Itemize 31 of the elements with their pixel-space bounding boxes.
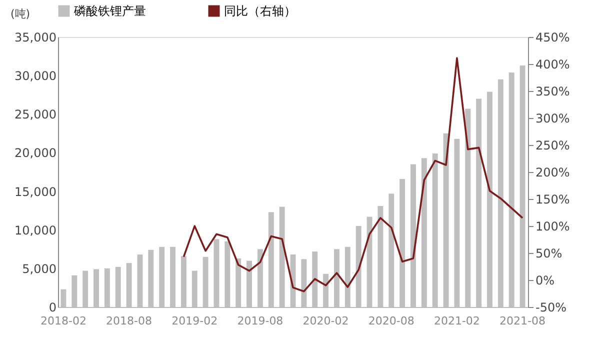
y-tick-label: 30,000 [14,69,56,84]
y-tick-label: 20,000 [14,146,56,160]
y2-tick-label: 450% [536,30,570,44]
y2-tick-label: 50% [536,246,562,260]
y2-tick-label: 0% [536,274,555,288]
x-tick-label: 2018-08 [106,314,152,328]
x-tick-label: 2021-08 [500,314,546,328]
line-series [182,57,524,292]
y-tick-label: 35,000 [14,30,56,44]
x-tick-label: 2018-02 [40,314,86,328]
y2-tick-label: 350% [536,84,570,98]
y2-tick-label: 300% [536,112,570,126]
y2-tick-label: 250% [536,138,570,152]
y2-tick-label: -50% [536,300,567,314]
y-tick-label: 25,000 [14,108,56,122]
y2-tick-label: 150% [536,192,570,206]
x-tick-label: 2019-08 [237,314,284,328]
y2-tick-label: 200% [536,166,570,180]
x-tick-label: 2021-02 [434,314,480,328]
y-tick-label: 0 [48,300,56,314]
legend-label: 同比（右轴） [224,4,296,18]
y-tick-label: 10,000 [14,223,56,238]
y-tick-label: 15,000 [14,184,56,199]
x-tick-label: 2019-02 [172,314,218,328]
x-tick-label: 2020-02 [302,314,349,328]
y-axis-title: (吨) [10,8,30,20]
y-tick-label: 5,000 [22,262,56,276]
y2-tick-label: 100% [536,220,570,234]
x-tick-label: 2020-08 [368,314,414,328]
legend-label: 磷酸铁锂产量 [73,4,146,18]
y2-tick-label: 400% [536,58,570,72]
